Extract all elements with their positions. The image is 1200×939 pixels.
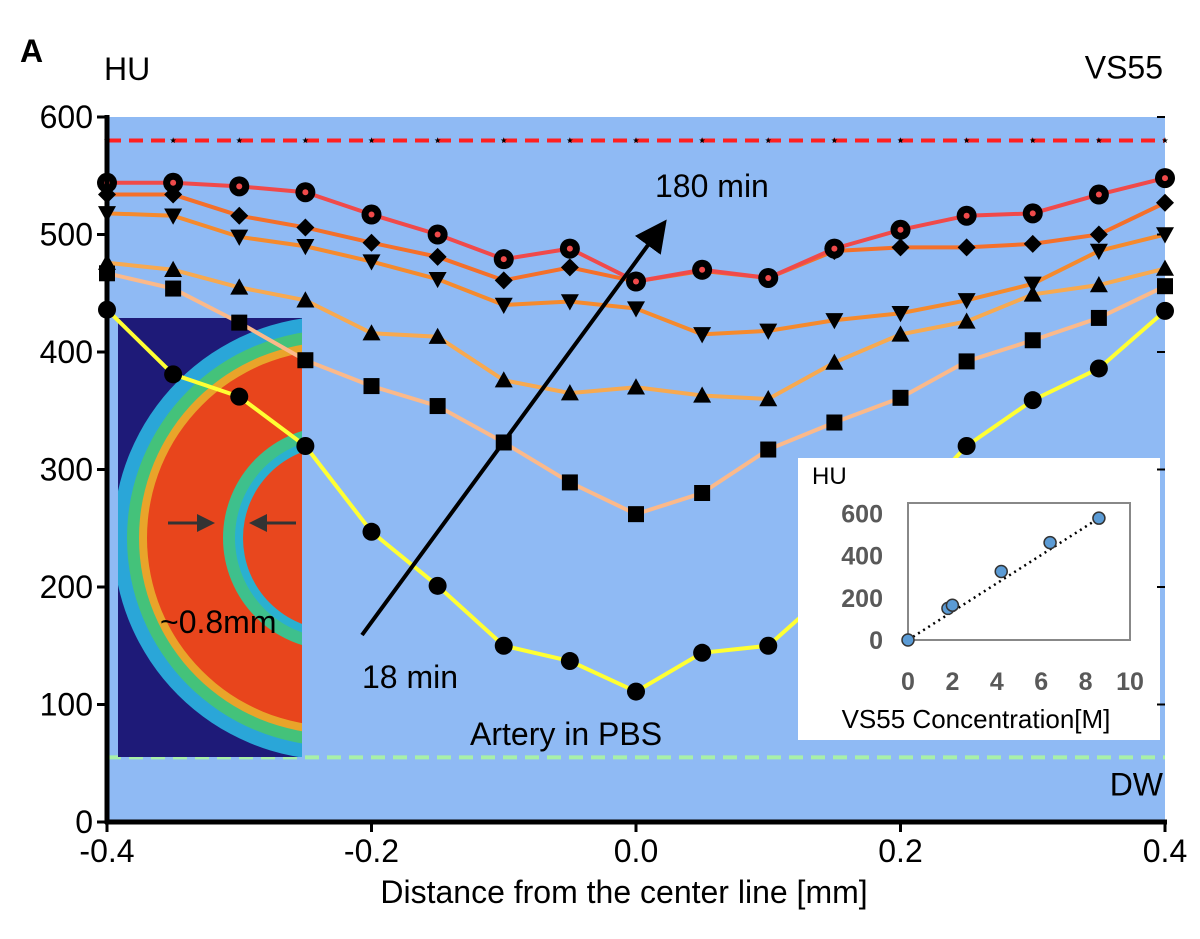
marker [562,474,578,490]
x-tick-label: 0.2 [878,833,922,869]
marker [760,442,776,458]
marker [1157,278,1173,294]
inset-y-tick-label: 0 [869,627,883,655]
inset-y-axis-title: HU [812,463,847,490]
annotation: 18 min [362,659,458,695]
inset-x-tick-label: 0 [901,668,915,696]
inset-y-tick-label: 400 [841,543,883,571]
marker [959,353,975,369]
marker [230,388,248,406]
marker [430,398,446,414]
annotation: Artery in PBS [470,716,662,752]
marker [891,220,911,240]
marker-dot [633,279,639,285]
marker [759,637,777,655]
x-tick-label: 0.4 [1143,833,1187,869]
x-tick-label: -0.4 [79,833,134,869]
marker [1023,203,1043,223]
y-tick-label: 200 [40,569,93,605]
marker [758,268,778,288]
marker [229,176,249,196]
marker [494,249,514,269]
chart: VS55 DW A HU Distance from the center lin… [0,0,1200,939]
y-tick-label: 300 [40,452,93,488]
inset-x-axis-title: VS55 Concentration[M] [842,704,1111,734]
marker-dot [898,227,904,233]
marker-dot [501,256,507,262]
reference-label: VS55 [1085,50,1163,86]
inset-y-tick-label: 600 [841,501,883,529]
inset-y-tick-label: 200 [841,585,883,613]
inset-point [946,599,958,611]
marker [627,683,645,701]
marker [824,239,844,259]
marker [1090,359,1108,377]
inset-x-tick-label: 8 [1079,668,1093,696]
marker [296,437,314,455]
marker [628,506,644,522]
marker [1089,185,1109,205]
inset-x-tick-label: 2 [945,668,959,696]
marker [163,173,183,193]
marker [626,272,646,292]
marker [164,365,182,383]
inset-point [1093,512,1105,524]
y-tick-label: 100 [40,687,93,723]
inset-x-tick-label: 4 [990,668,1004,696]
marker-dot [1030,210,1036,216]
marker [1025,332,1041,348]
marker [958,437,976,455]
marker [893,390,909,406]
marker-dot [567,246,573,252]
marker [364,378,380,394]
x-tick-label: 0.0 [614,833,658,869]
marker-dot [369,212,375,218]
marker [1156,302,1174,320]
marker-dot [302,189,308,195]
x-tick-label: -0.2 [344,833,399,869]
marker [1155,168,1175,188]
marker-dot [435,232,441,238]
inset-x-tick-label: 10 [1116,668,1144,696]
y-tick-label: 400 [40,334,93,370]
x-axis-title: Distance from the center line [mm] [380,874,867,910]
inset-point [902,634,914,646]
marker [692,260,712,280]
marker [295,182,315,202]
panel-label: A [20,33,43,69]
marker-dot [765,275,771,281]
marker-dot [1162,175,1168,181]
marker-dot [170,180,176,186]
annotation: 180 min [655,168,769,204]
marker [231,315,247,331]
marker-dot [236,183,242,189]
marker-dot [1096,192,1102,198]
marker-dot [699,267,705,273]
marker [694,485,710,501]
marker [428,225,448,245]
marker [495,637,513,655]
inset-x-tick-label: 6 [1034,668,1048,696]
y-tick-label: 500 [40,217,93,253]
marker [1024,391,1042,409]
marker [362,205,382,225]
marker [560,239,580,259]
marker [429,577,447,595]
marker [826,415,842,431]
inset-point [995,566,1007,578]
y-tick-label: 600 [40,99,93,135]
marker [363,523,381,541]
marker-dot [964,213,970,219]
marker [165,281,181,297]
marker [1091,310,1107,326]
marker [297,352,313,368]
marker [693,644,711,662]
marker-dot [831,246,837,252]
annotation: ~0.8mm [160,604,276,640]
marker [957,206,977,226]
reference-label: DW [1110,766,1164,802]
marker [561,652,579,670]
y-axis-title: HU [104,51,150,87]
inset-point [1044,537,1056,549]
